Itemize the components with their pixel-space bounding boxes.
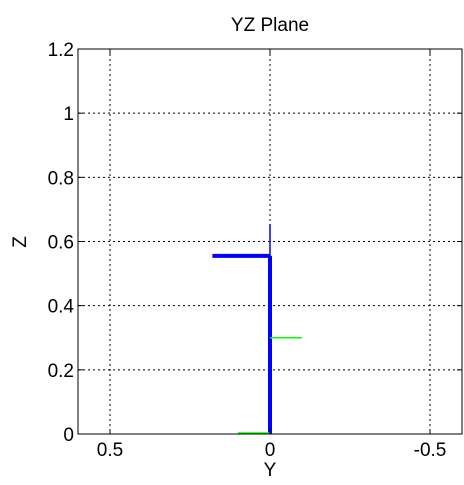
chart-title: YZ Plane: [231, 15, 309, 36]
x-tick-label: -0.5: [414, 440, 447, 461]
y-tick-label: 0: [63, 425, 74, 446]
series-group: [212, 223, 302, 434]
y-tick-label: 0.8: [48, 168, 74, 189]
y-tick-label: 1.2: [48, 40, 74, 61]
x-tick-label: 0.5: [97, 440, 123, 461]
y-tick-label: 0.4: [48, 297, 75, 318]
y-tick-label: 0.2: [48, 361, 74, 382]
y-axis-label: Z: [10, 236, 31, 248]
x-tick-label: 0: [265, 440, 276, 461]
y-tick-label: 1: [63, 104, 74, 125]
ticks: 0.5 0 -0.5 0 0.2 0.4 0.6 0.8 1 1.2: [48, 40, 462, 461]
y-tick-label: 0.6: [48, 233, 74, 254]
x-axis-label: Y: [264, 460, 277, 480]
